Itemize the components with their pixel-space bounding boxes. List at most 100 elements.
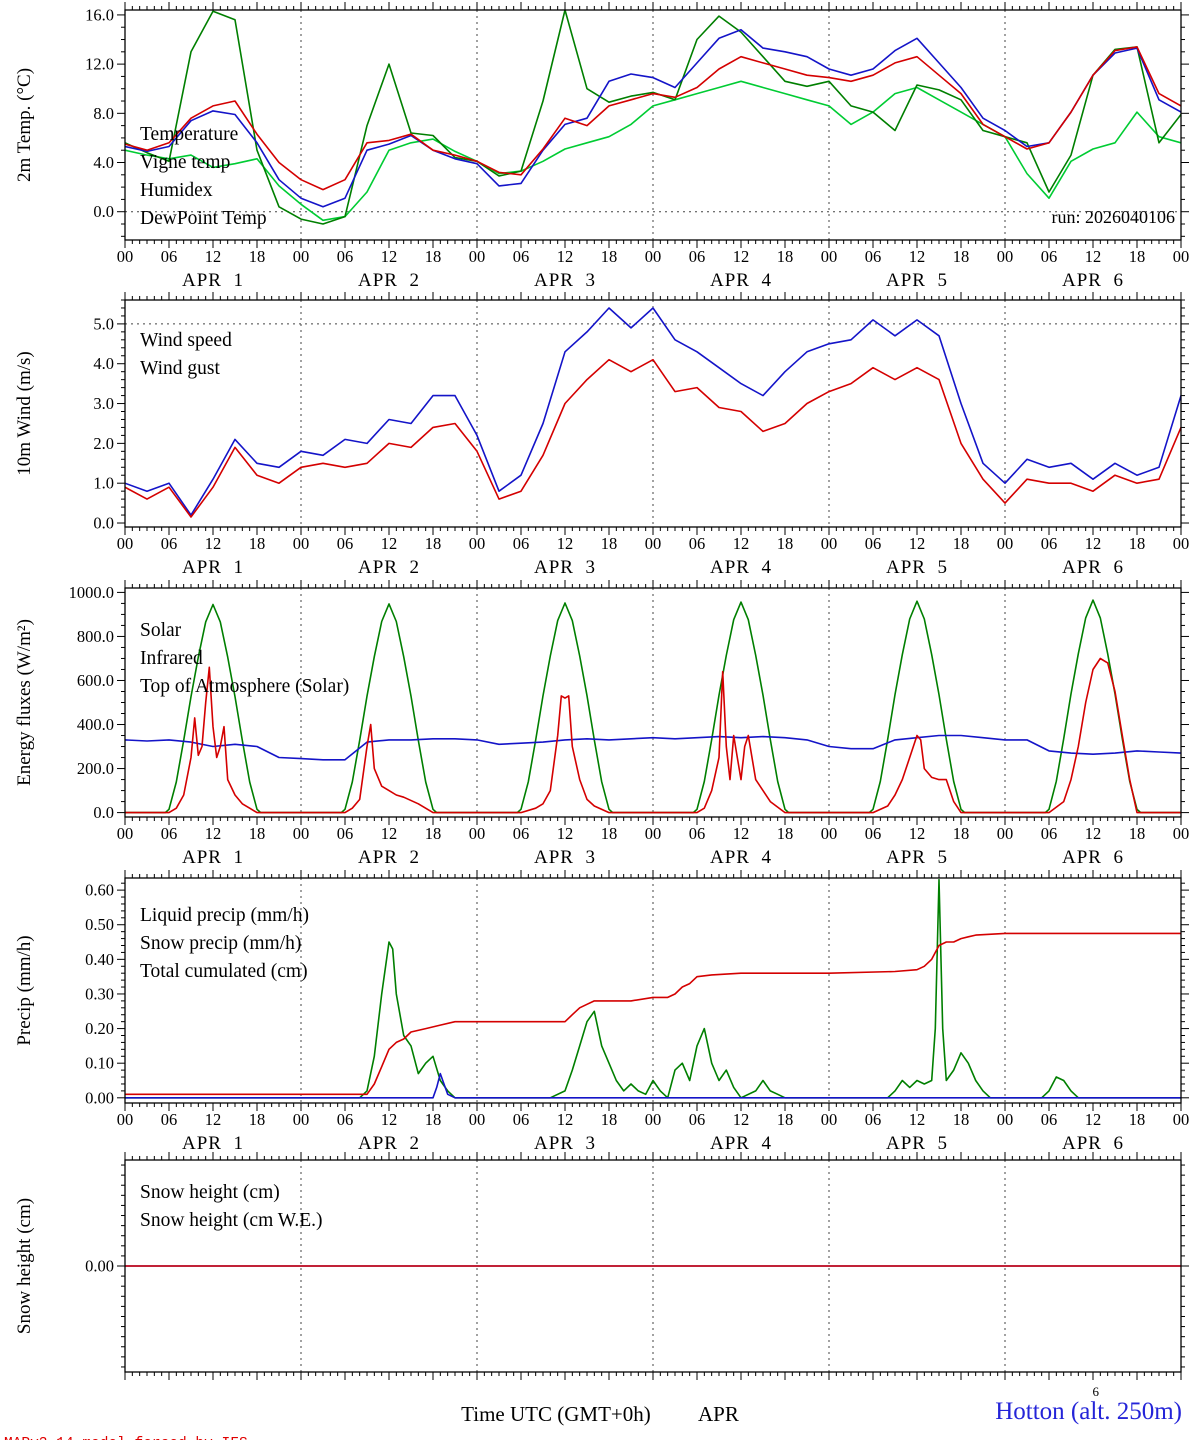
y-tick-label: 1.0 xyxy=(93,474,114,493)
day-label: APR 4 xyxy=(710,270,772,291)
day-label: APR 3 xyxy=(534,270,596,291)
x-tick-label: 18 xyxy=(249,824,266,843)
x-tick-label: 00 xyxy=(117,534,134,553)
y-tick-label: 0.0 xyxy=(93,803,114,822)
x-tick-label: 18 xyxy=(601,534,618,553)
x-tick-label: 06 xyxy=(689,534,706,553)
y-tick-label: 16.0 xyxy=(85,5,114,24)
y-axis-title: Snow height (cm) xyxy=(14,1198,35,1334)
y-tick-label: 0.50 xyxy=(85,915,114,934)
x-tick-label: 00 xyxy=(645,1110,662,1129)
x-tick-label: 12 xyxy=(557,1110,574,1129)
legend-vigne-temp: Vigne temp xyxy=(140,152,230,173)
x-axis-title: Time UTC (GMT+0h) APR xyxy=(380,1402,820,1427)
x-tick-label: 06 xyxy=(1041,534,1058,553)
x-tick-label: 00 xyxy=(821,1110,838,1129)
x-tick-label: 06 xyxy=(1041,247,1058,266)
series-line-humidex xyxy=(125,28,1181,208)
x-tick-label: 06 xyxy=(337,1110,354,1129)
x-tick-label: 06 xyxy=(865,534,882,553)
y-tick-label: 3.0 xyxy=(93,394,114,413)
x-tick-label: 06 xyxy=(689,824,706,843)
y-tick-label: 1000.0 xyxy=(69,583,114,602)
x-tick-label: 18 xyxy=(777,824,794,843)
x-tick-label: 06 xyxy=(337,534,354,553)
x-tick-label: 12 xyxy=(909,824,926,843)
x-tick-label: 00 xyxy=(293,1110,310,1129)
x-tick-label: 00 xyxy=(117,1110,134,1129)
x-tick-label: 12 xyxy=(1085,824,1102,843)
x-tick-label: 18 xyxy=(249,534,266,553)
legend-wind-gust: Wind gust xyxy=(140,358,221,379)
x-tick-label: 18 xyxy=(777,247,794,266)
x-tick-label: 00 xyxy=(997,247,1014,266)
day-label: APR 4 xyxy=(710,847,772,868)
x-tick-label: 12 xyxy=(1085,1110,1102,1129)
x-tick-label: 00 xyxy=(469,1110,486,1129)
panel-temp-2m: 0.0 4.0 8.0 12.0 16.0 00 06 12 18 00 06 12 18 00 06 12 1… xyxy=(14,2,1189,291)
y-tick-label: 2.0 xyxy=(93,434,114,453)
x-tick-label: 12 xyxy=(733,1110,750,1129)
x-tick-label: 12 xyxy=(205,1110,222,1129)
x-tick-label: 00 xyxy=(1173,247,1190,266)
y-tick-label: 12.0 xyxy=(85,55,114,74)
x-tick-label: 00 xyxy=(645,247,662,266)
day-label: APR 4 xyxy=(710,557,772,578)
y-tick-label: 0.0 xyxy=(93,514,114,533)
station-label: Hotton (alt. 250m) xyxy=(995,1398,1182,1425)
x-tick-label: 00 xyxy=(293,247,310,266)
day-label: APR 6 xyxy=(1062,557,1124,578)
day-label: APR 2 xyxy=(358,1133,420,1154)
y-axis-title: Precip (mm/h) xyxy=(14,935,35,1045)
y-tick-label: 0.00 xyxy=(85,1088,114,1107)
x-tick-label: 06 xyxy=(1041,1110,1058,1129)
y-axis-title: 10m Wind (m/s) xyxy=(14,351,35,476)
x-tick-label: 12 xyxy=(1085,534,1102,553)
x-tick-label: 06 xyxy=(513,534,530,553)
x-tick-label: 12 xyxy=(205,534,222,553)
x-tick-label: 00 xyxy=(821,824,838,843)
x-tick-label: 00 xyxy=(117,824,134,843)
panel-energy-fluxes: 0.0 200.0 400.0 600.0 800.0 1000.0 00 06 12 18 00 0… xyxy=(14,580,1189,868)
day-label: APR 1 xyxy=(182,1133,244,1154)
x-tick-label: 12 xyxy=(557,534,574,553)
x-tick-label: 06 xyxy=(337,824,354,843)
x-tick-label: 12 xyxy=(381,534,398,553)
x-tick-label: 06 xyxy=(161,534,178,553)
x-tick-label: 06 xyxy=(865,824,882,843)
x-tick-label: 18 xyxy=(953,534,970,553)
x-tick-label: 00 xyxy=(469,824,486,843)
y-tick-label: 400.0 xyxy=(77,715,114,734)
legend-dewpoint-temp: DewPoint Temp xyxy=(140,208,267,229)
series-line-temperature xyxy=(125,46,1181,191)
day-label: APR 2 xyxy=(358,270,420,291)
legend-snow-height-cm-w-e-: Snow height (cm W.E.) xyxy=(140,1210,323,1231)
x-tick-label: 18 xyxy=(425,824,442,843)
day-label: APR 6 xyxy=(1062,270,1124,291)
x-tick-label: 18 xyxy=(1129,247,1146,266)
x-tick-label: 06 xyxy=(689,247,706,266)
x-tick-label: 00 xyxy=(645,824,662,843)
x-tick-label: 06 xyxy=(865,247,882,266)
y-axis-title: 2m Temp. (°C) xyxy=(14,68,35,182)
page-number: 6 xyxy=(1092,1384,1100,1399)
x-tick-label: 12 xyxy=(909,247,926,266)
x-tick-label: 12 xyxy=(909,1110,926,1129)
x-tick-label: 18 xyxy=(425,1110,442,1129)
x-tick-label: 18 xyxy=(601,247,618,266)
x-tick-label: 18 xyxy=(953,247,970,266)
series-line-wind-gust xyxy=(125,307,1181,516)
x-tick-label: 18 xyxy=(777,534,794,553)
y-tick-label: 0.30 xyxy=(85,984,114,1003)
x-tick-label: 12 xyxy=(381,1110,398,1129)
day-label: APR 5 xyxy=(886,270,948,291)
series-line-wind-speed xyxy=(125,358,1181,518)
x-tick-label: 12 xyxy=(733,247,750,266)
x-tick-label: 06 xyxy=(161,824,178,843)
y-tick-label: 0.10 xyxy=(85,1054,114,1073)
x-tick-label: 06 xyxy=(513,824,530,843)
y-tick-label: 0.60 xyxy=(85,881,114,900)
legend-total-cumulated-cm-: Total cumulated (cm) xyxy=(140,961,308,982)
x-tick-label: 18 xyxy=(249,247,266,266)
